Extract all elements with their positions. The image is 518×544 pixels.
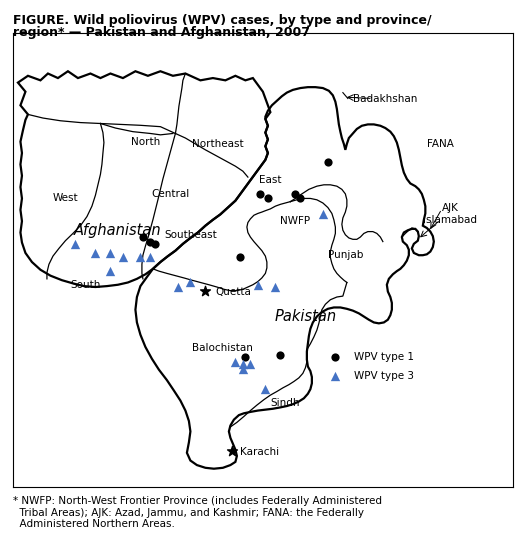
Point [319,210,327,219]
Point [151,239,160,248]
Point [239,360,247,369]
Text: Quetta: Quetta [215,287,251,296]
Point [276,351,284,360]
Text: Sindh: Sindh [270,398,300,408]
Point [139,233,147,242]
Point [331,353,339,362]
Text: Karachi: Karachi [240,447,280,457]
Text: South: South [70,280,100,290]
Point [174,283,182,292]
Point [136,253,145,262]
Text: Southeast: Southeast [164,230,217,240]
Text: * NWFP: North-West Frontier Province (includes Federally Administered
  Tribal A: * NWFP: North-West Frontier Province (in… [13,496,382,529]
Text: FANA: FANA [427,139,454,149]
Point [91,249,99,257]
Point [119,253,127,262]
Point [246,360,254,369]
Point [324,158,332,166]
Text: AJK: AJK [442,202,459,213]
Text: Central: Central [151,189,190,199]
Text: Balochistan: Balochistan [193,343,253,354]
Point [231,357,239,366]
Text: North: North [131,137,160,147]
Point [202,286,210,295]
Text: WPV type 1: WPV type 1 [354,353,414,362]
Text: Badakhshan: Badakhshan [353,94,418,103]
Point [228,447,236,455]
Point [146,237,154,246]
Point [264,194,272,203]
Text: Punjab: Punjab [328,250,363,260]
Point [71,239,80,248]
Point [261,385,269,393]
Text: FIGURE. Wild poliovirus (WPV) cases, by type and province/: FIGURE. Wild poliovirus (WPV) cases, by … [13,14,431,27]
Point [331,371,339,380]
Point [106,267,114,275]
Point [254,280,262,289]
Point [106,249,114,257]
Point [291,189,299,198]
Text: East: East [259,175,282,186]
Point [236,253,244,262]
Text: West: West [53,194,78,203]
Point [296,194,305,203]
Text: Northeast: Northeast [192,139,243,149]
Point [256,189,265,198]
Text: Islamabad: Islamabad [423,215,477,225]
Point [186,278,195,287]
Text: NWFP: NWFP [280,216,310,226]
Point [271,283,280,292]
Text: WPV type 3: WPV type 3 [354,370,414,381]
Point [239,364,247,373]
Text: Pakistan: Pakistan [275,309,336,324]
Text: Afghanistan: Afghanistan [74,222,162,238]
Point [241,353,250,362]
Text: region* — Pakistan and Afghanistan, 2007: region* — Pakistan and Afghanistan, 2007 [13,26,310,39]
Point [146,253,154,262]
